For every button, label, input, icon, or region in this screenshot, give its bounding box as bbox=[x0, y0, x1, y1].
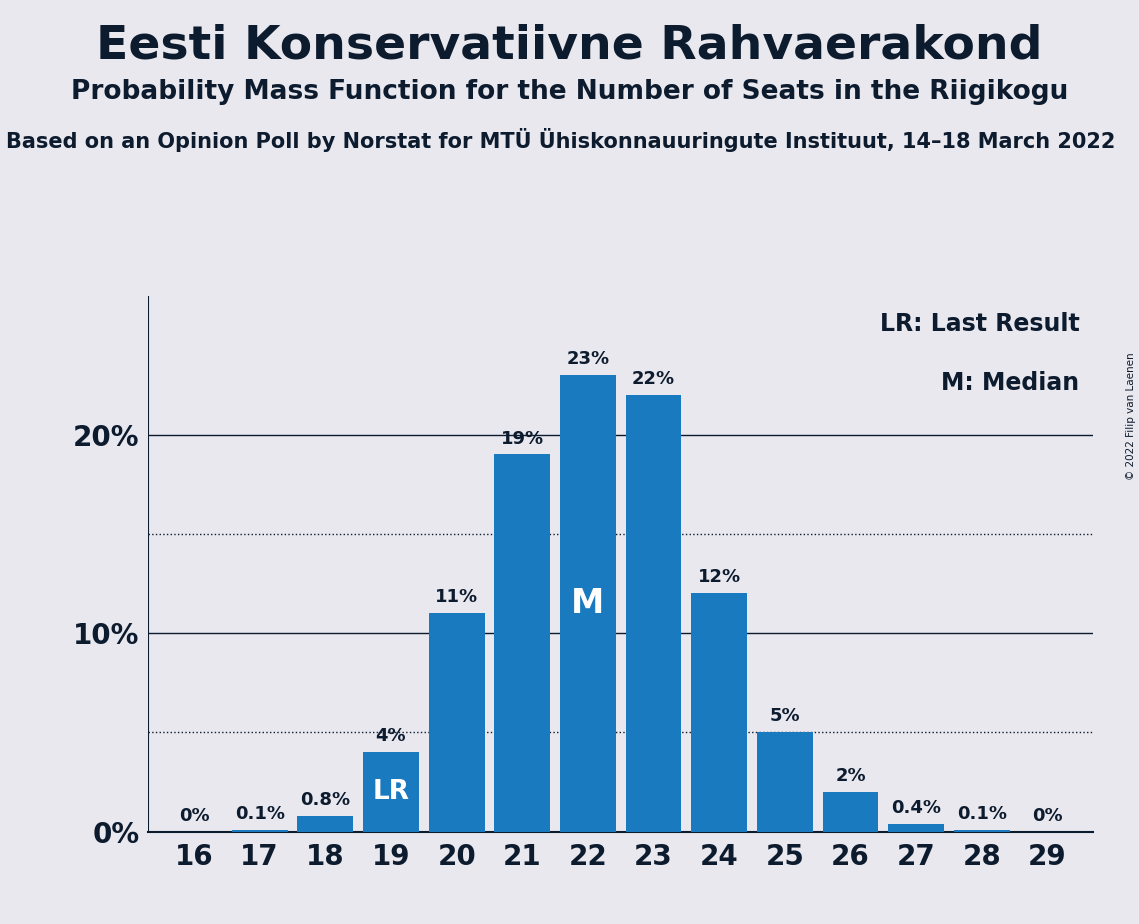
Text: M: Median: M: Median bbox=[941, 371, 1080, 395]
Bar bbox=[888, 823, 944, 832]
Text: © 2022 Filip van Laenen: © 2022 Filip van Laenen bbox=[1126, 352, 1136, 480]
Text: 0.1%: 0.1% bbox=[235, 805, 285, 822]
Text: Eesti Konservatiivne Rahvaerakond: Eesti Konservatiivne Rahvaerakond bbox=[97, 23, 1042, 68]
Text: 0%: 0% bbox=[179, 807, 210, 824]
Text: 12%: 12% bbox=[698, 568, 740, 587]
Bar bbox=[428, 614, 484, 832]
Bar bbox=[757, 733, 813, 832]
Text: 5%: 5% bbox=[770, 708, 801, 725]
Bar bbox=[625, 395, 681, 832]
Bar bbox=[363, 752, 419, 832]
Text: 22%: 22% bbox=[632, 370, 675, 388]
Text: Probability Mass Function for the Number of Seats in the Riigikogu: Probability Mass Function for the Number… bbox=[71, 79, 1068, 104]
Bar bbox=[494, 455, 550, 832]
Text: 0.4%: 0.4% bbox=[891, 798, 941, 817]
Text: Based on an Opinion Poll by Norstat for MTÜ Ühiskonnauuringute Instituut, 14–18 : Based on an Opinion Poll by Norstat for … bbox=[6, 128, 1115, 152]
Bar bbox=[297, 816, 353, 832]
Text: 4%: 4% bbox=[376, 727, 407, 746]
Bar bbox=[691, 593, 747, 832]
Text: 0%: 0% bbox=[1032, 807, 1063, 824]
Bar bbox=[231, 830, 287, 832]
Text: 23%: 23% bbox=[566, 350, 609, 368]
Text: 0.1%: 0.1% bbox=[957, 805, 1007, 822]
Bar bbox=[954, 830, 1010, 832]
Text: 0.8%: 0.8% bbox=[301, 791, 351, 808]
Text: 2%: 2% bbox=[835, 767, 866, 785]
Text: 11%: 11% bbox=[435, 589, 478, 606]
Text: LR: Last Result: LR: Last Result bbox=[879, 311, 1080, 335]
Text: M: M bbox=[572, 587, 605, 620]
Bar bbox=[822, 792, 878, 832]
Text: LR: LR bbox=[372, 779, 410, 805]
Text: 19%: 19% bbox=[501, 430, 543, 447]
Bar bbox=[560, 375, 616, 832]
